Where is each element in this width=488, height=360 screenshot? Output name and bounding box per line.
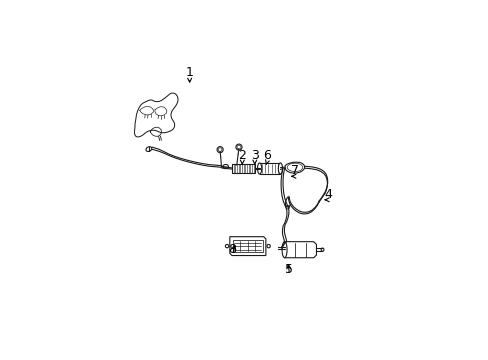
Ellipse shape	[225, 244, 228, 248]
Ellipse shape	[145, 147, 151, 152]
Polygon shape	[231, 164, 255, 173]
Text: 1: 1	[185, 66, 193, 79]
Text: 3: 3	[250, 149, 258, 162]
Polygon shape	[134, 93, 178, 137]
Ellipse shape	[217, 147, 223, 153]
Polygon shape	[285, 162, 304, 173]
Ellipse shape	[257, 163, 261, 174]
Polygon shape	[229, 237, 265, 256]
Text: 7: 7	[290, 164, 298, 177]
Polygon shape	[232, 240, 262, 252]
Text: 2: 2	[238, 149, 246, 162]
Text: 8: 8	[228, 243, 236, 256]
Text: 6: 6	[263, 149, 271, 162]
Ellipse shape	[235, 144, 242, 150]
Ellipse shape	[282, 242, 286, 258]
Ellipse shape	[237, 145, 241, 149]
Ellipse shape	[278, 163, 282, 174]
Ellipse shape	[218, 148, 222, 152]
Ellipse shape	[321, 248, 323, 251]
Polygon shape	[259, 163, 280, 174]
Ellipse shape	[223, 165, 228, 168]
Ellipse shape	[266, 244, 270, 248]
Text: 4: 4	[324, 188, 331, 201]
Polygon shape	[284, 242, 316, 258]
Ellipse shape	[285, 206, 289, 209]
Text: 5: 5	[285, 262, 293, 276]
